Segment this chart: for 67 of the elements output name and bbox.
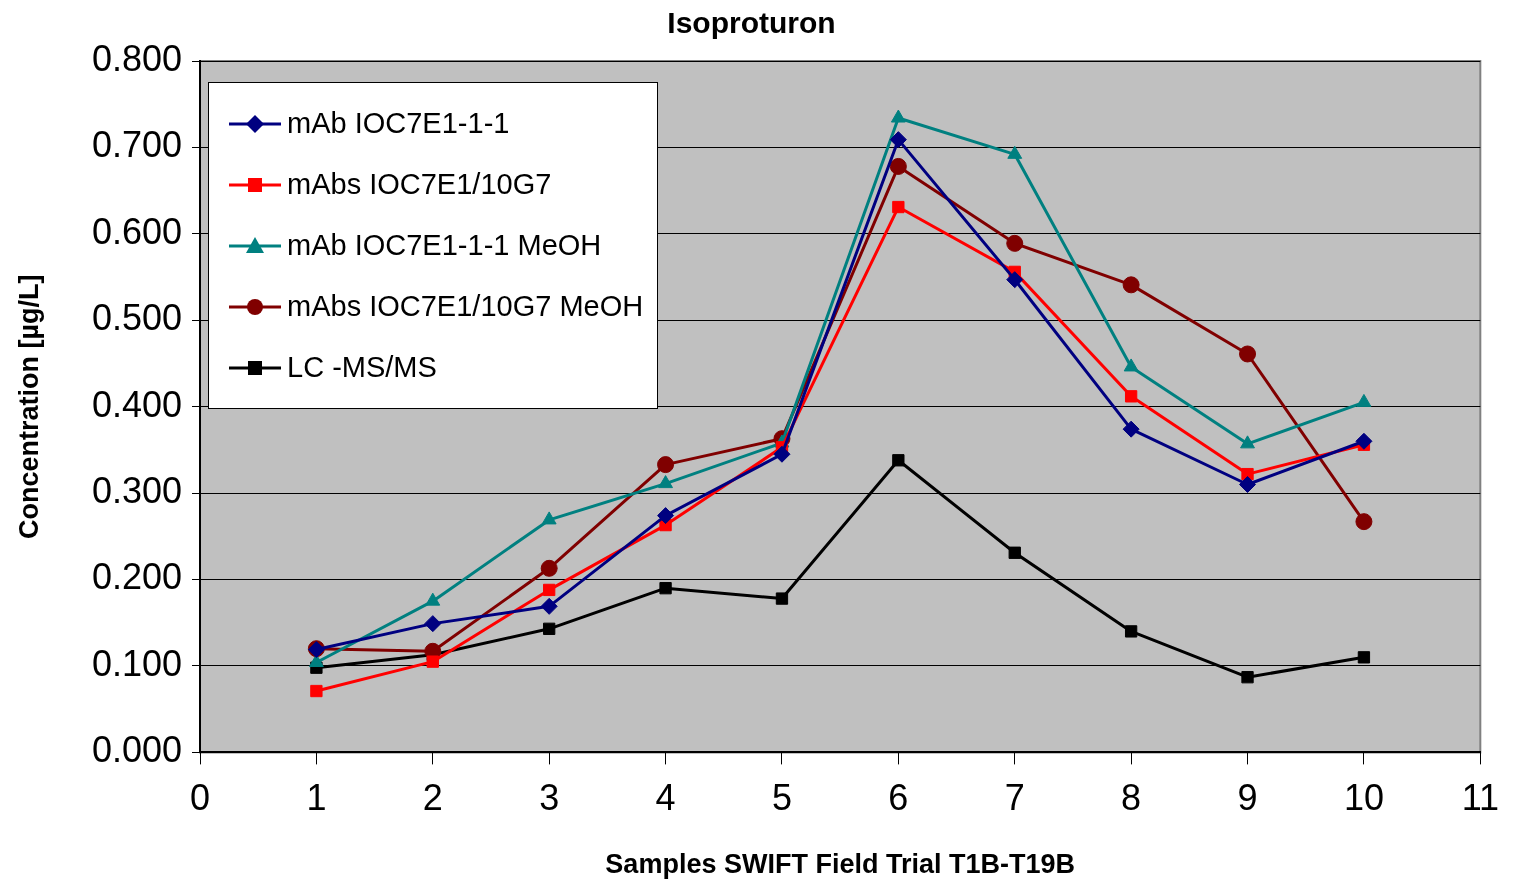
- point: [1239, 345, 1257, 363]
- point: [1239, 475, 1257, 493]
- point: [1240, 435, 1255, 449]
- legend-label: mAb IOC7E1-1-1 MeOH: [287, 229, 602, 262]
- legend-label: mAb IOC7E1-1-1: [287, 107, 510, 140]
- legend-label: mAbs IOC7E1/10G7 MeOH: [287, 290, 644, 323]
- point: [1124, 390, 1138, 403]
- x-tick-label: 0: [189, 776, 211, 818]
- y-tick-label: 0.100: [91, 642, 182, 684]
- point: [892, 200, 905, 214]
- y-tick-label: 0.200: [91, 556, 182, 598]
- x-tick-label: 11: [1461, 776, 1499, 818]
- point: [889, 157, 907, 175]
- point: [1241, 671, 1254, 684]
- point: [773, 445, 791, 463]
- y-axis-title: Concentration [µg/L]: [13, 274, 44, 539]
- point: [1008, 546, 1021, 559]
- point: [425, 592, 441, 606]
- x-tick-label: 3: [539, 776, 560, 818]
- y-tick-label: 0.700: [91, 124, 182, 166]
- point: [775, 592, 789, 605]
- point: [890, 109, 906, 123]
- point: [540, 559, 558, 577]
- x-tick-label: 1: [306, 776, 327, 818]
- point: [889, 131, 907, 149]
- chart-title: Isoproturon: [667, 6, 836, 40]
- point: [1006, 234, 1024, 252]
- point: [659, 582, 672, 595]
- point: [892, 454, 905, 467]
- point: [1007, 145, 1023, 159]
- legend-label: mAbs IOC7E1/10G7: [287, 168, 552, 201]
- point: [310, 684, 323, 698]
- point: [1355, 432, 1373, 450]
- point: [540, 597, 558, 615]
- point: [1006, 271, 1024, 289]
- point: [1122, 276, 1140, 294]
- x-tick-label: 6: [888, 776, 909, 818]
- point: [1357, 651, 1371, 664]
- x-tick-label: 7: [1004, 776, 1025, 818]
- x-tick-label: 8: [1121, 776, 1142, 818]
- legend-label: LC -MS/MS: [287, 351, 437, 384]
- point: [1122, 420, 1140, 438]
- point: [308, 654, 324, 668]
- y-tick-label: 0.400: [91, 383, 182, 425]
- point: [1123, 358, 1139, 372]
- point: [657, 507, 675, 525]
- y-tick-label: 0.500: [91, 297, 182, 339]
- point: [1124, 625, 1138, 638]
- x-tick-label: 9: [1237, 776, 1258, 818]
- x-tick-label: 5: [771, 776, 792, 818]
- x-tick-label: 10: [1343, 776, 1384, 818]
- point: [541, 511, 557, 525]
- y-tick-label: 0.800: [91, 37, 182, 79]
- point: [657, 456, 675, 474]
- point: [658, 475, 673, 489]
- x-tick-label: 4: [655, 776, 676, 818]
- y-tick-label: 0.300: [91, 470, 182, 512]
- x-tick-label: 2: [422, 776, 443, 818]
- point: [543, 622, 556, 635]
- point: [1355, 513, 1373, 531]
- point: [1356, 393, 1372, 407]
- y-tick-label: 0.600: [91, 210, 182, 252]
- point: [543, 583, 556, 597]
- point: [424, 615, 442, 633]
- x-axis-title: Samples SWIFT Field Trial T1B-T19B: [605, 849, 1075, 880]
- y-tick-label: 0.000: [91, 729, 182, 771]
- point: [426, 655, 439, 668]
